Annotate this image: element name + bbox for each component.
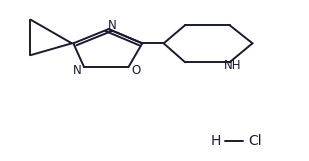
Text: Cl: Cl [249,134,262,148]
Text: N: N [108,19,117,32]
Text: H: H [210,134,221,148]
Text: NH: NH [224,59,242,72]
Text: O: O [131,64,140,77]
Text: N: N [73,64,82,77]
